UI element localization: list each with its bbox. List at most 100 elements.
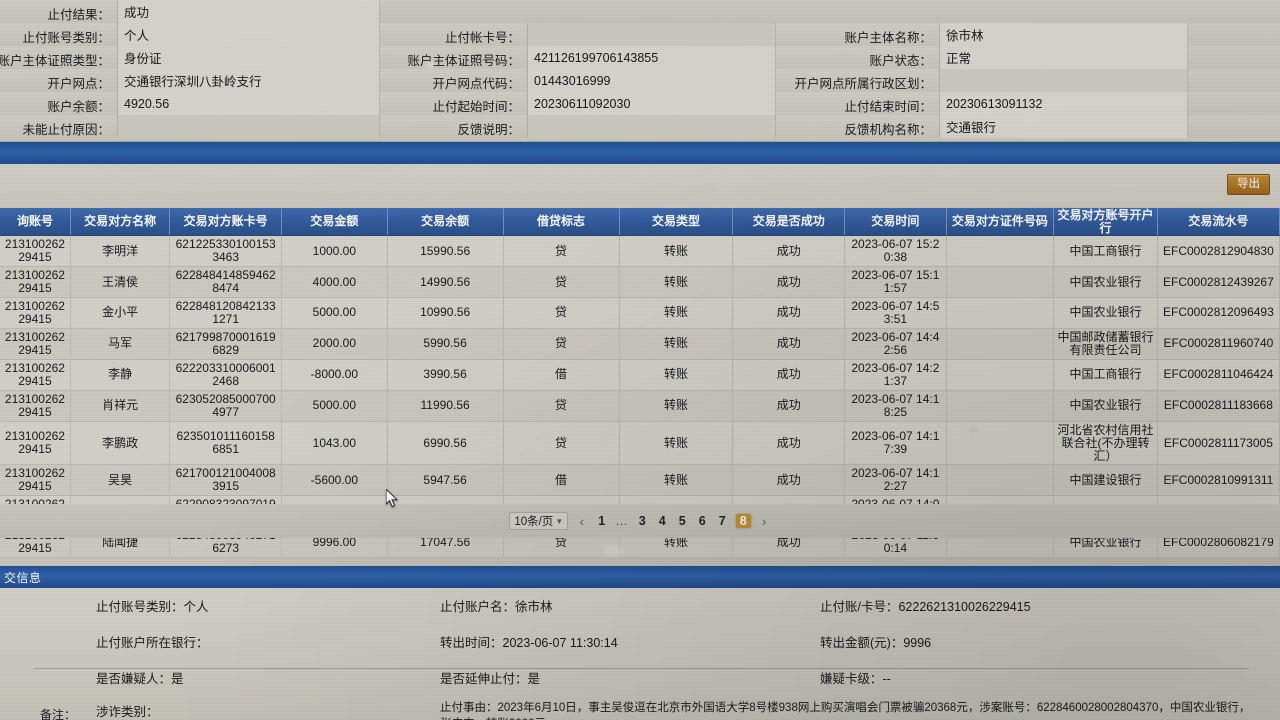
cell-counterparty-card: 6235010111601586851 (169, 421, 283, 466)
detail-label: 账户主体证照类型： (0, 46, 118, 69)
pagination-page-list: 1 … 3 4 5 6 7 8 (595, 514, 751, 528)
pagination-page-5[interactable]: 5 (678, 514, 686, 528)
detail-value: 交通银行 (940, 115, 1188, 138)
section-band-top (0, 142, 1280, 164)
detail-label: 止付帐卡号： (380, 23, 528, 46)
cell-serial: EFC0002812096493 (1157, 297, 1280, 329)
spacer (1188, 92, 1280, 115)
cell-serial: EFC0002811960740 (1157, 328, 1280, 360)
col-header-bank[interactable]: 交易对方账号开户行 (1053, 208, 1158, 237)
cell-account: 213100262 29415 (0, 235, 71, 268)
detail-row: 账户余额： 4920.56 止付起始时间： 20230611092030 止付结… (0, 92, 1280, 115)
cell-serial: EFC0002810991311 (1157, 464, 1280, 497)
cell-id-no (946, 359, 1055, 391)
table-row[interactable]: 213100262 29415 金小平 6228481208421331271 500… (0, 297, 1280, 329)
pagination-page-3[interactable]: 3 (638, 514, 646, 528)
cell-tx-type: 转账 (619, 464, 734, 497)
cell-time: 2023-06-07 14:12:27 (844, 464, 947, 497)
case-field: 转出金额(元)：9996 (820, 636, 932, 650)
cell-counterparty-card: 6230520850007004977 (169, 390, 283, 422)
cell-balance: 5990.56 (387, 328, 504, 360)
cell-counterparty-card: 6228481208421331271 (169, 297, 283, 329)
cell-account: 213100262 29415 (0, 359, 71, 391)
detail-label: 账户余额： (0, 92, 118, 115)
col-header-tx-type[interactable]: 交易类型 (619, 208, 734, 237)
pagination-prev-button[interactable]: ‹ (579, 513, 584, 529)
table-row[interactable]: 213100262 29415 吴昊 6217001210040083915 -560… (0, 464, 1280, 497)
col-header-counterparty-name[interactable]: 交易对方名称 (70, 208, 171, 237)
table-row[interactable]: 213100262 29415 马军 6217998700016196829 2000… (0, 328, 1280, 360)
cell-time: 2023-06-07 14:18:25 (844, 390, 947, 422)
cell-counterparty-card: 6217001210040083915 (169, 464, 283, 497)
cell-account: 213100262 29415 (0, 297, 71, 329)
cell-bank: 中国建设银行 (1053, 464, 1158, 497)
cell-success: 成功 (732, 421, 846, 466)
spacer (380, 0, 1280, 23)
cell-id-no (946, 235, 1055, 268)
pagination-page-1[interactable]: 1 (598, 514, 606, 528)
cell-bank: 中国农业银行 (1053, 390, 1158, 422)
pagination-page-8[interactable]: 8 (735, 514, 751, 528)
pagination-page-7[interactable]: 7 (718, 514, 726, 528)
table-row[interactable]: 213100262 29415 李静 6222033100060012468 -800… (0, 359, 1280, 391)
cell-success: 成功 (732, 359, 846, 391)
spacer (1188, 69, 1280, 92)
transaction-table-container[interactable]: 询账号 交易对方名称 交易对方账卡号 交易金额 交易余额 借贷标志 交易类型 交… (0, 208, 1280, 559)
cell-bank: 中国工商银行 (1053, 235, 1158, 268)
detail-label: 账户主体证照号码： (380, 46, 528, 69)
cell-counterparty-name: 吴昊 (70, 464, 171, 497)
cell-serial: EFC0002812439267 (1157, 266, 1280, 298)
detail-label: 开户网点： (0, 69, 118, 92)
pagination-next-button[interactable]: › (762, 513, 767, 529)
table-row[interactable]: 213100262 29415 肖祥元 6230520850007004977 500… (0, 390, 1280, 422)
cell-bank: 中国工商银行 (1053, 359, 1158, 391)
cell-counterparty-card: 6222033100060012468 (169, 359, 283, 391)
cell-id-no (946, 297, 1055, 329)
detail-value: 身份证 (118, 46, 380, 69)
export-button[interactable]: 导出 (1227, 174, 1270, 195)
case-field: 是否延伸止付：是 (440, 672, 541, 686)
cell-counterparty-name: 马军 (70, 328, 171, 360)
table-row[interactable]: 213100262 29415 王清侯 6228484148594628474 400… (0, 266, 1280, 298)
col-header-dc-flag[interactable]: 借贷标志 (503, 208, 620, 237)
page-size-select[interactable]: 10条/页 ▼ (509, 512, 569, 530)
cell-amount: 5000.00 (281, 297, 388, 329)
cell-dc-flag: 借 (503, 464, 620, 497)
detail-label: 止付结束时间： (776, 92, 940, 115)
detail-label: 账户状态： (776, 46, 940, 69)
cell-dc-flag: 借 (503, 359, 620, 391)
col-header-serial[interactable]: 交易流水号 (1157, 208, 1280, 237)
table-row[interactable]: 213100262 29415 李明洋 6212253301001533463 100… (0, 235, 1280, 268)
col-header-account[interactable]: 询账号 (0, 208, 71, 237)
cell-tx-type: 转账 (619, 297, 734, 329)
detail-label: 止付结果： (0, 0, 118, 23)
cell-success: 成功 (732, 235, 846, 268)
cell-dc-flag: 贷 (503, 266, 620, 298)
cell-time: 2023-06-07 14:42:56 (844, 328, 947, 360)
case-reason-row: 涉诈类别： 止付事由：2023年6月10日，事主吴俊逗在北京市外国语大学8号楼9… (0, 687, 1280, 720)
cell-balance: 15990.56 (387, 235, 504, 268)
table-row[interactable]: 213100262 29415 李鹏政 6235010111601586851 104… (0, 421, 1280, 466)
detail-label: 开户网点代码： (380, 69, 528, 92)
detail-value: 正常 (940, 46, 1188, 69)
col-header-success[interactable]: 交易是否成功 (732, 208, 846, 237)
cell-bank: 河北省农村信用社联合社(不办理转汇） (1053, 421, 1158, 466)
cell-bank: 中国农业银行 (1053, 266, 1158, 298)
cell-serial: EFC0002811183668 (1157, 390, 1280, 422)
cell-bank: 中国农业银行 (1053, 297, 1158, 329)
col-header-counterparty-card[interactable]: 交易对方账卡号 (169, 208, 283, 237)
cell-amount: 2000.00 (281, 328, 388, 360)
pagination-page-4[interactable]: 4 (658, 514, 666, 528)
col-header-balance[interactable]: 交易余额 (387, 208, 504, 237)
detail-label: 反馈说明： (380, 115, 528, 138)
case-info-panel: 止付账号类别：个人 止付账户所在银行： 是否嫌疑人：是 止付账户名：徐市林 转出… (0, 588, 1280, 720)
detail-value (940, 69, 1188, 92)
detail-label: 账户主体名称： (776, 23, 940, 46)
cell-dc-flag: 贷 (503, 235, 620, 268)
cell-counterparty-name: 王清侯 (70, 266, 171, 298)
col-header-amount[interactable]: 交易金额 (281, 208, 388, 237)
col-header-id-no[interactable]: 交易对方证件号码 (946, 208, 1055, 237)
col-header-time[interactable]: 交易时间 (844, 208, 947, 237)
pagination-page-6[interactable]: 6 (698, 514, 706, 528)
detail-value: 徐市林 (940, 23, 1188, 46)
